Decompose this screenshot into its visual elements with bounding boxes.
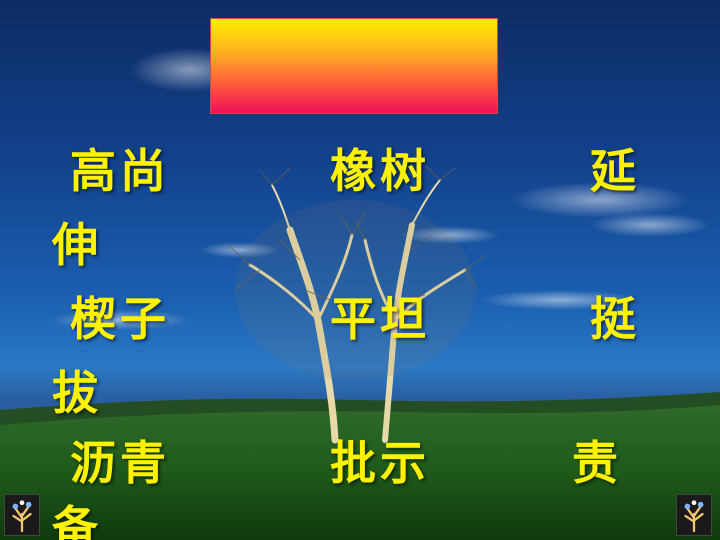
title-box [210,18,498,114]
cloud [510,182,690,218]
cloud [50,310,190,330]
word-liqing: 沥青 [70,436,170,490]
word-tingba-second-char: 拔 [52,366,102,420]
cloud [590,213,710,237]
word-zebei-first-char: 责 [572,436,622,490]
word-pingtan: 平坦 [330,292,430,346]
corner-logo-left [4,494,40,536]
tree [248,179,467,444]
word-gaoshang: 高尚 [70,144,170,198]
word-pishi: 批示 [330,436,430,490]
word-xiangshu: 橡树 [330,144,430,198]
word-zebei-second-char: 备 [52,501,102,540]
corner-logo-right [676,494,712,536]
cloud [200,242,280,258]
word-xiezi: 楔子 [70,292,170,346]
meadow [0,405,720,540]
tree-logo-icon [684,500,704,533]
word-yanshen-first-char: 延 [590,144,640,198]
tree-crown-haze [235,200,475,380]
word-tingba-first-char: 挺 [590,292,640,346]
word-yanshen-second-char: 伸 [52,218,102,272]
cloud [480,290,640,310]
tree-crown [227,164,486,301]
tree-logo-icon [12,500,32,533]
